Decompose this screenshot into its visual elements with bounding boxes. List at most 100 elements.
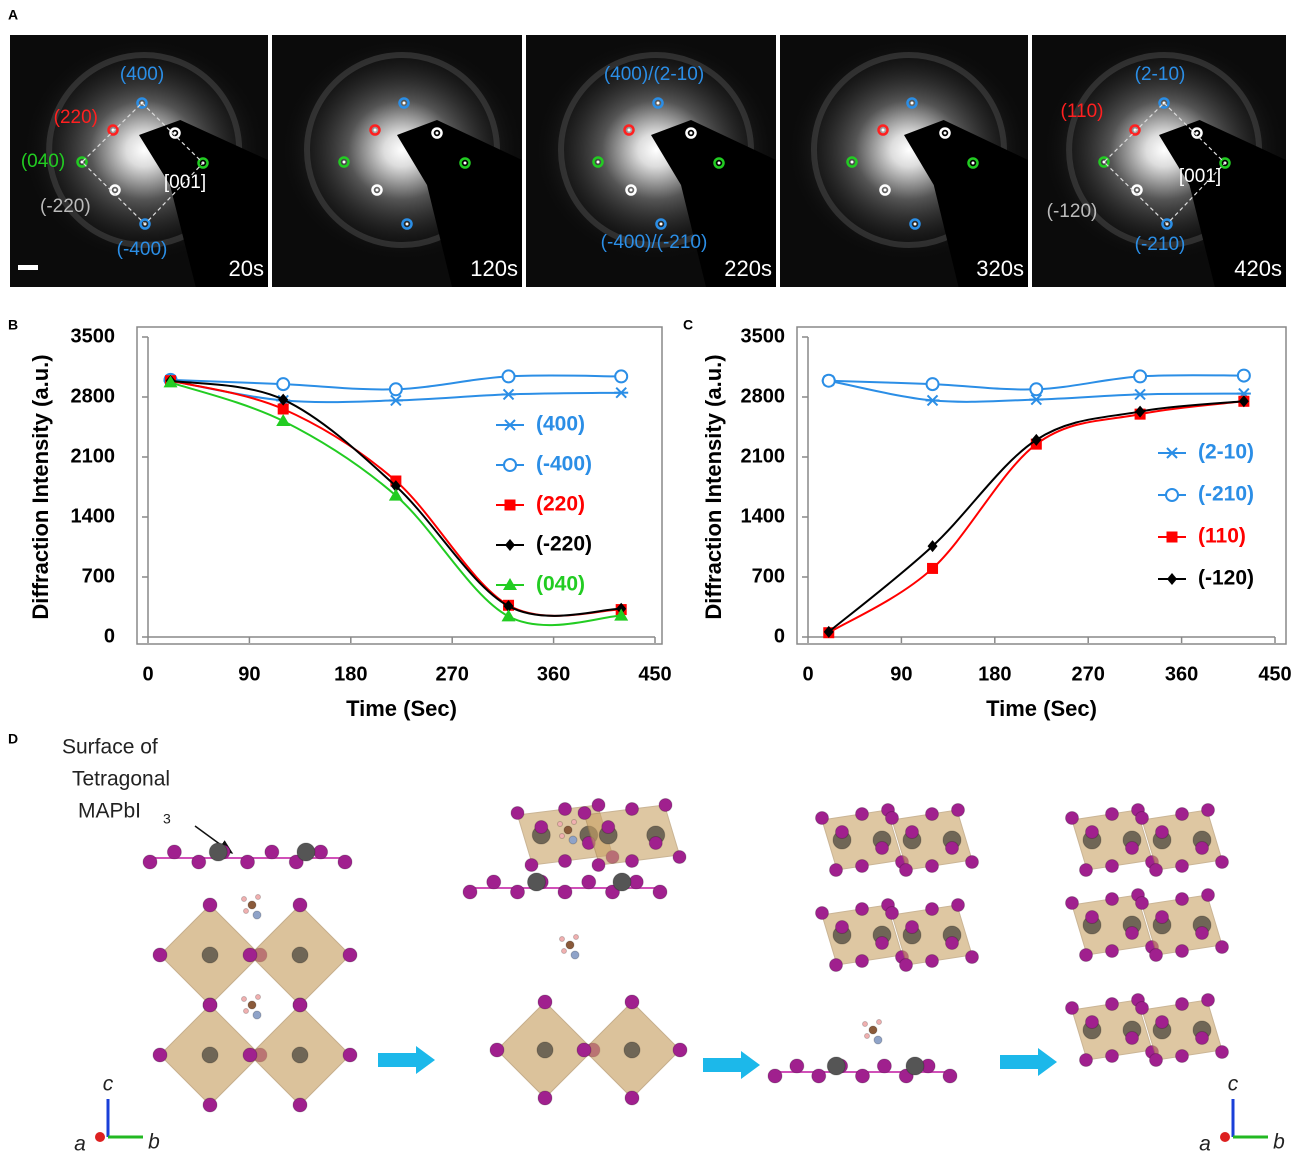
y-tick-label: 700 xyxy=(82,565,115,587)
x-axis-title: Time (Sec) xyxy=(346,696,457,721)
marker xyxy=(276,414,290,426)
atom xyxy=(653,885,667,899)
y-tick-label: 3500 xyxy=(71,325,116,347)
atom xyxy=(649,837,662,850)
y-tick-label: 1400 xyxy=(71,505,116,527)
atom xyxy=(248,1001,256,1009)
atom xyxy=(253,1011,261,1019)
atom xyxy=(906,1057,924,1075)
atom xyxy=(1156,911,1169,924)
atom xyxy=(1066,812,1079,825)
spot-label: [001] xyxy=(1179,166,1221,187)
atom xyxy=(292,947,308,963)
atom xyxy=(1216,856,1229,869)
atom xyxy=(202,947,218,963)
atom xyxy=(613,873,631,891)
atom xyxy=(906,921,919,934)
x-tick-label: 90 xyxy=(890,663,912,685)
legend-label: (-120) xyxy=(1198,567,1254,590)
atom xyxy=(863,1022,868,1027)
atom xyxy=(241,855,255,869)
atom xyxy=(1150,949,1163,962)
time-label: 320s xyxy=(976,256,1024,281)
spot-core xyxy=(436,132,439,135)
atom xyxy=(1196,1032,1209,1045)
atom xyxy=(886,907,899,920)
marker xyxy=(615,370,627,382)
atom xyxy=(926,903,939,916)
atom xyxy=(1216,1046,1229,1059)
atom xyxy=(244,1009,249,1014)
atom xyxy=(1156,1016,1169,1029)
atom xyxy=(900,959,913,972)
x-tick-label: 270 xyxy=(1072,663,1105,685)
x-tick-label: 270 xyxy=(436,663,469,685)
time-label: 420s xyxy=(1234,256,1282,281)
atom xyxy=(253,911,261,919)
y-axis-title: Diffraction Intensity (a.u.) xyxy=(701,354,726,619)
atom xyxy=(244,909,249,914)
atom xyxy=(293,998,307,1012)
atom xyxy=(1136,1002,1149,1015)
atom xyxy=(869,1026,877,1034)
atom xyxy=(192,855,206,869)
atom xyxy=(836,826,849,839)
spot-core xyxy=(406,223,409,226)
atom xyxy=(577,1043,591,1057)
x-tick-label: 90 xyxy=(238,663,260,685)
atom xyxy=(574,935,579,940)
y-tick-label: 700 xyxy=(752,565,785,587)
atom xyxy=(560,834,565,839)
caption: Tetragonal xyxy=(72,768,170,791)
atom xyxy=(572,820,577,825)
atom xyxy=(569,836,577,844)
atom xyxy=(1196,927,1209,940)
x-tick-label: 0 xyxy=(802,663,813,685)
atom xyxy=(827,1057,845,1075)
marker xyxy=(277,378,289,390)
atom xyxy=(1106,1050,1119,1063)
x-tick-label: 450 xyxy=(638,663,671,685)
atom xyxy=(624,1042,640,1058)
spot-label: (-120) xyxy=(1047,201,1098,222)
spot-core xyxy=(114,189,117,192)
figure: A B C D Surface of Tetragonal MAPbI 3 (4… xyxy=(0,0,1296,1166)
spot-core xyxy=(376,189,379,192)
atom xyxy=(926,808,939,821)
atom xyxy=(952,804,965,817)
spot-core xyxy=(660,223,663,226)
atom xyxy=(511,807,524,820)
atom xyxy=(659,799,672,812)
atom xyxy=(293,1098,307,1112)
atom xyxy=(1086,911,1099,924)
atom xyxy=(812,1069,826,1083)
chart: 07001400210028003500090180270360450Time … xyxy=(28,325,672,721)
axis-label: c xyxy=(1228,1073,1239,1096)
y-tick-label: 0 xyxy=(774,625,785,647)
atom xyxy=(1150,1054,1163,1067)
spot-label: (-220) xyxy=(40,196,91,217)
marker xyxy=(926,395,940,405)
axis-label: a xyxy=(1199,1133,1211,1156)
atom xyxy=(1196,842,1209,855)
marker xyxy=(614,388,628,398)
marker xyxy=(1238,370,1250,382)
y-tick-label: 0 xyxy=(104,625,115,647)
legend-label: (040) xyxy=(536,573,585,596)
atom xyxy=(1136,897,1149,910)
y-tick-label: 1400 xyxy=(741,505,786,527)
diffraction-frame: 120s xyxy=(272,35,522,287)
atom xyxy=(1106,860,1119,873)
atom xyxy=(876,842,889,855)
atom xyxy=(1106,945,1119,958)
time-label: 20s xyxy=(229,256,264,281)
caption: Surface of xyxy=(62,736,158,759)
atom xyxy=(243,948,257,962)
spot-label: (-400)/(-210) xyxy=(601,232,708,253)
atom xyxy=(836,921,849,934)
atom xyxy=(1086,1016,1099,1029)
atom xyxy=(463,885,477,899)
atom xyxy=(816,907,829,920)
atom xyxy=(1202,889,1215,902)
atom xyxy=(525,859,538,872)
